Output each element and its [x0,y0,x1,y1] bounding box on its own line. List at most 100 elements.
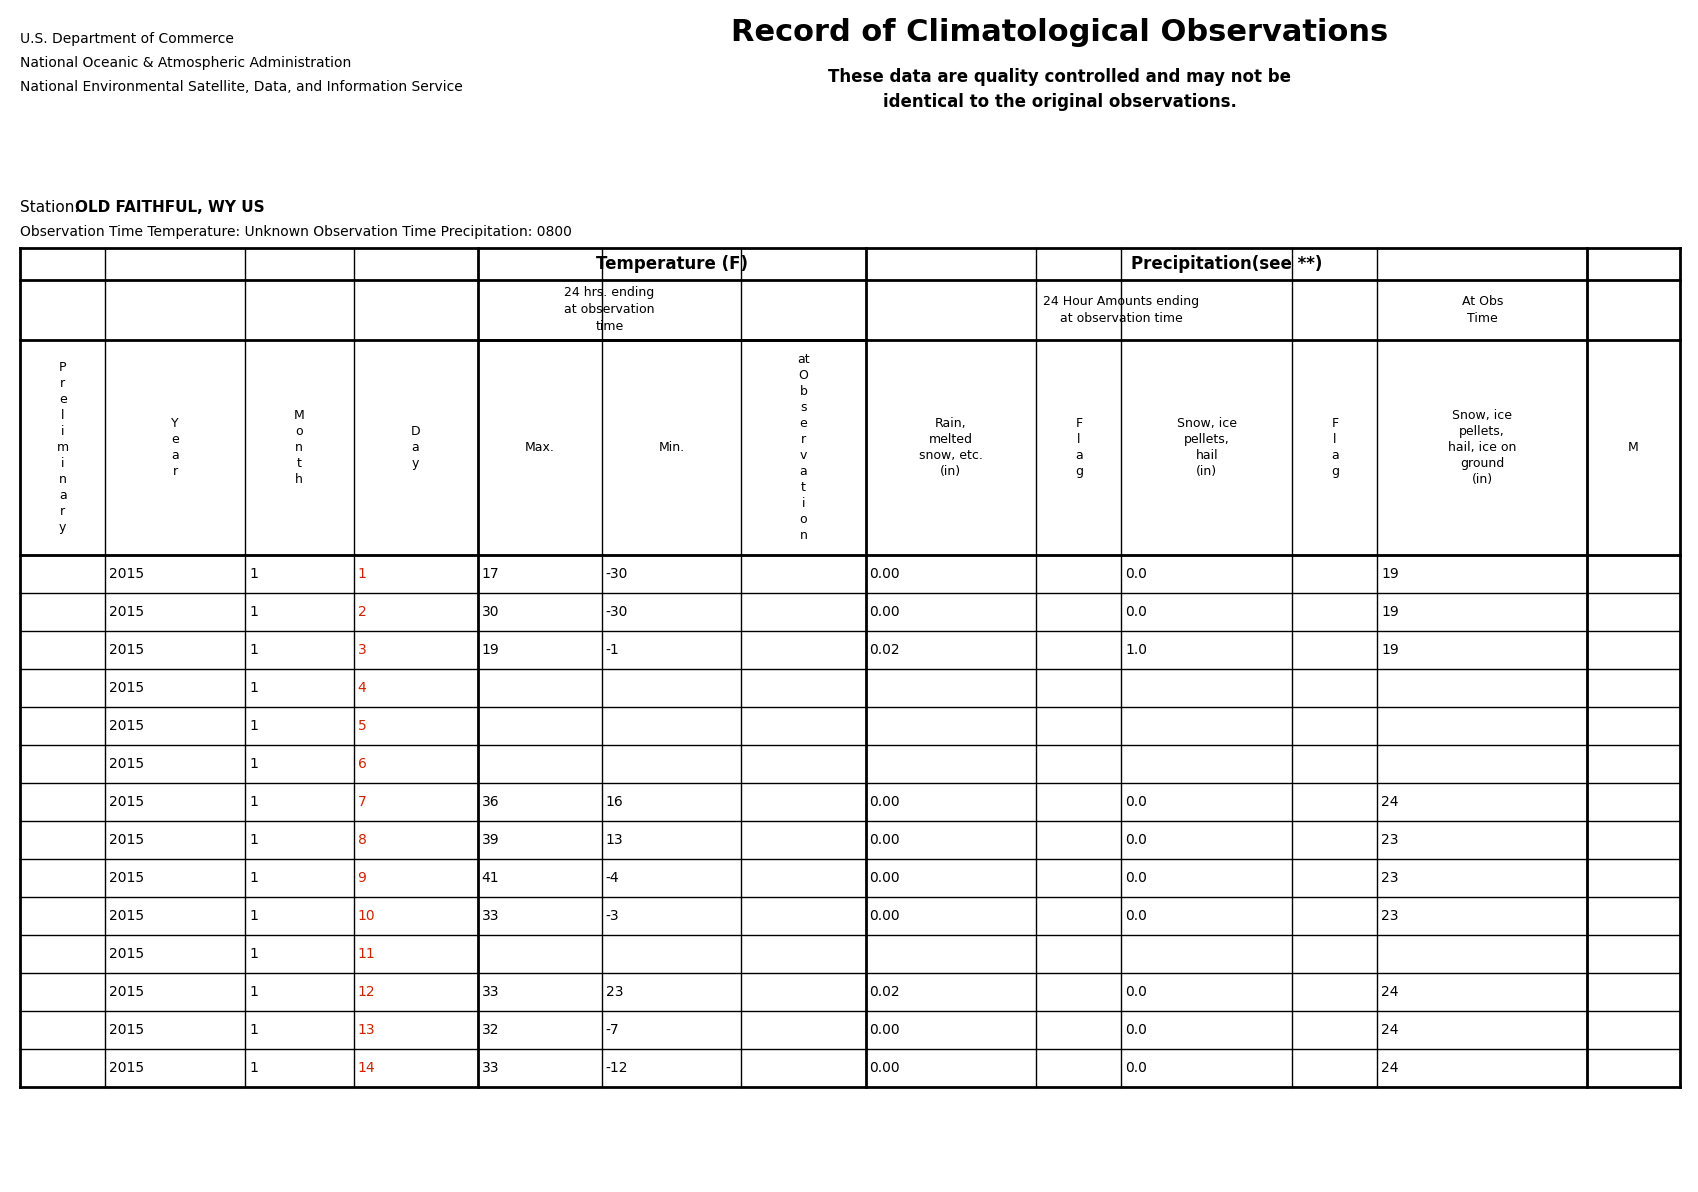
Text: -7: -7 [606,1023,620,1037]
Text: -1: -1 [606,642,620,657]
Text: 5: 5 [358,719,367,733]
Text: 2015: 2015 [109,719,144,733]
Text: 1: 1 [250,985,258,999]
Text: 32: 32 [482,1023,499,1037]
Text: F
l
a
g: F l a g [1075,417,1083,478]
Text: 24 hrs. ending
at observation
time: 24 hrs. ending at observation time [564,286,655,334]
Text: P
r
e
l
i
m
i
n
a
r
y: P r e l i m i n a r y [56,361,68,534]
Text: Snow, ice
pellets,
hail
(in): Snow, ice pellets, hail (in) [1177,417,1236,478]
Text: 1: 1 [250,606,258,619]
Text: 0.00: 0.00 [869,871,900,884]
Text: 24: 24 [1382,985,1399,999]
Text: 23: 23 [606,985,623,999]
Text: -4: -4 [606,871,620,884]
Text: 2015: 2015 [109,871,144,884]
Text: 14: 14 [358,1061,375,1075]
Text: 30: 30 [482,606,499,619]
Text: Temperature (F): Temperature (F) [596,255,747,273]
Text: 19: 19 [1382,642,1399,657]
Text: 1: 1 [250,642,258,657]
Text: 17: 17 [482,567,499,581]
Text: 2015: 2015 [109,795,144,809]
Text: 1: 1 [250,719,258,733]
Text: 13: 13 [358,1023,375,1037]
Text: 1: 1 [250,567,258,581]
Text: 11: 11 [358,946,375,961]
Text: 19: 19 [1382,606,1399,619]
Text: 0.00: 0.00 [869,567,900,581]
Text: 1: 1 [250,795,258,809]
Text: 2015: 2015 [109,642,144,657]
Text: 1.0: 1.0 [1126,642,1148,657]
Text: 1: 1 [250,757,258,771]
Text: M
o
n
t
h: M o n t h [294,409,304,486]
Text: 39: 39 [482,833,499,848]
Text: 0.0: 0.0 [1126,567,1148,581]
Text: 33: 33 [482,1061,499,1075]
Text: U.S. Department of Commerce: U.S. Department of Commerce [20,32,234,46]
Text: 33: 33 [482,909,499,923]
Text: Station:: Station: [20,200,85,215]
Text: 24: 24 [1382,795,1399,809]
Text: 0.0: 0.0 [1126,871,1148,884]
Text: 2015: 2015 [109,1023,144,1037]
Text: 8: 8 [358,833,367,848]
Text: At Obs
Time: At Obs Time [1462,294,1503,325]
Text: 0.0: 0.0 [1126,606,1148,619]
Text: Rain,
melted
snow, etc.
(in): Rain, melted snow, etc. (in) [919,417,983,478]
Text: 4: 4 [358,681,367,695]
Text: 36: 36 [482,795,499,809]
Text: Min.: Min. [659,441,684,454]
Text: 2015: 2015 [109,1061,144,1075]
Text: 23: 23 [1382,871,1399,884]
Text: -30: -30 [606,567,628,581]
Text: 1: 1 [250,871,258,884]
Text: 0.00: 0.00 [869,909,900,923]
Text: These data are quality controlled and may not be
identical to the original obser: These data are quality controlled and ma… [829,68,1292,111]
Text: Record of Climatological Observations: Record of Climatological Observations [732,18,1389,46]
Text: 0.0: 0.0 [1126,833,1148,848]
Text: Y
e
a
r: Y e a r [171,417,178,478]
Text: 1: 1 [358,567,367,581]
Text: 0.0: 0.0 [1126,985,1148,999]
Text: 0.00: 0.00 [869,1061,900,1075]
Text: 9: 9 [358,871,367,884]
Text: -3: -3 [606,909,620,923]
Text: National Environmental Satellite, Data, and Information Service: National Environmental Satellite, Data, … [20,80,464,94]
Text: 24: 24 [1382,1061,1399,1075]
Text: 19: 19 [482,642,499,657]
Text: Observation Time Temperature: Unknown Observation Time Precipitation: 0800: Observation Time Temperature: Unknown Ob… [20,225,572,240]
Text: -30: -30 [606,606,628,619]
Text: -12: -12 [606,1061,628,1075]
Text: 0.02: 0.02 [869,642,900,657]
Text: 10: 10 [358,909,375,923]
Text: 24: 24 [1382,1023,1399,1037]
Text: D
a
y: D a y [411,426,421,470]
Text: 2015: 2015 [109,946,144,961]
Text: OLD FAITHFUL, WY US: OLD FAITHFUL, WY US [75,200,265,215]
Text: 24 Hour Amounts ending
at observation time: 24 Hour Amounts ending at observation ti… [1044,294,1199,325]
Text: 0.00: 0.00 [869,795,900,809]
Text: 2015: 2015 [109,757,144,771]
Text: Snow, ice
pellets,
hail, ice on
ground
(in): Snow, ice pellets, hail, ice on ground (… [1448,409,1516,486]
Text: 2015: 2015 [109,833,144,848]
Text: 13: 13 [606,833,623,848]
Text: 1: 1 [250,833,258,848]
Text: 16: 16 [606,795,623,809]
Text: 2: 2 [358,606,367,619]
Text: 1: 1 [250,1061,258,1075]
Text: M: M [1628,441,1639,454]
Text: 2015: 2015 [109,985,144,999]
Text: 23: 23 [1382,833,1399,848]
Text: 7: 7 [358,795,367,809]
Text: F
l
a
g: F l a g [1331,417,1338,478]
Text: 0.00: 0.00 [869,606,900,619]
Text: Max.: Max. [525,441,555,454]
Text: 2015: 2015 [109,606,144,619]
Text: 0.02: 0.02 [869,985,900,999]
Text: 3: 3 [358,642,367,657]
Text: 6: 6 [358,757,367,771]
Text: 0.0: 0.0 [1126,795,1148,809]
Text: National Oceanic & Atmospheric Administration: National Oceanic & Atmospheric Administr… [20,56,351,70]
Text: 33: 33 [482,985,499,999]
